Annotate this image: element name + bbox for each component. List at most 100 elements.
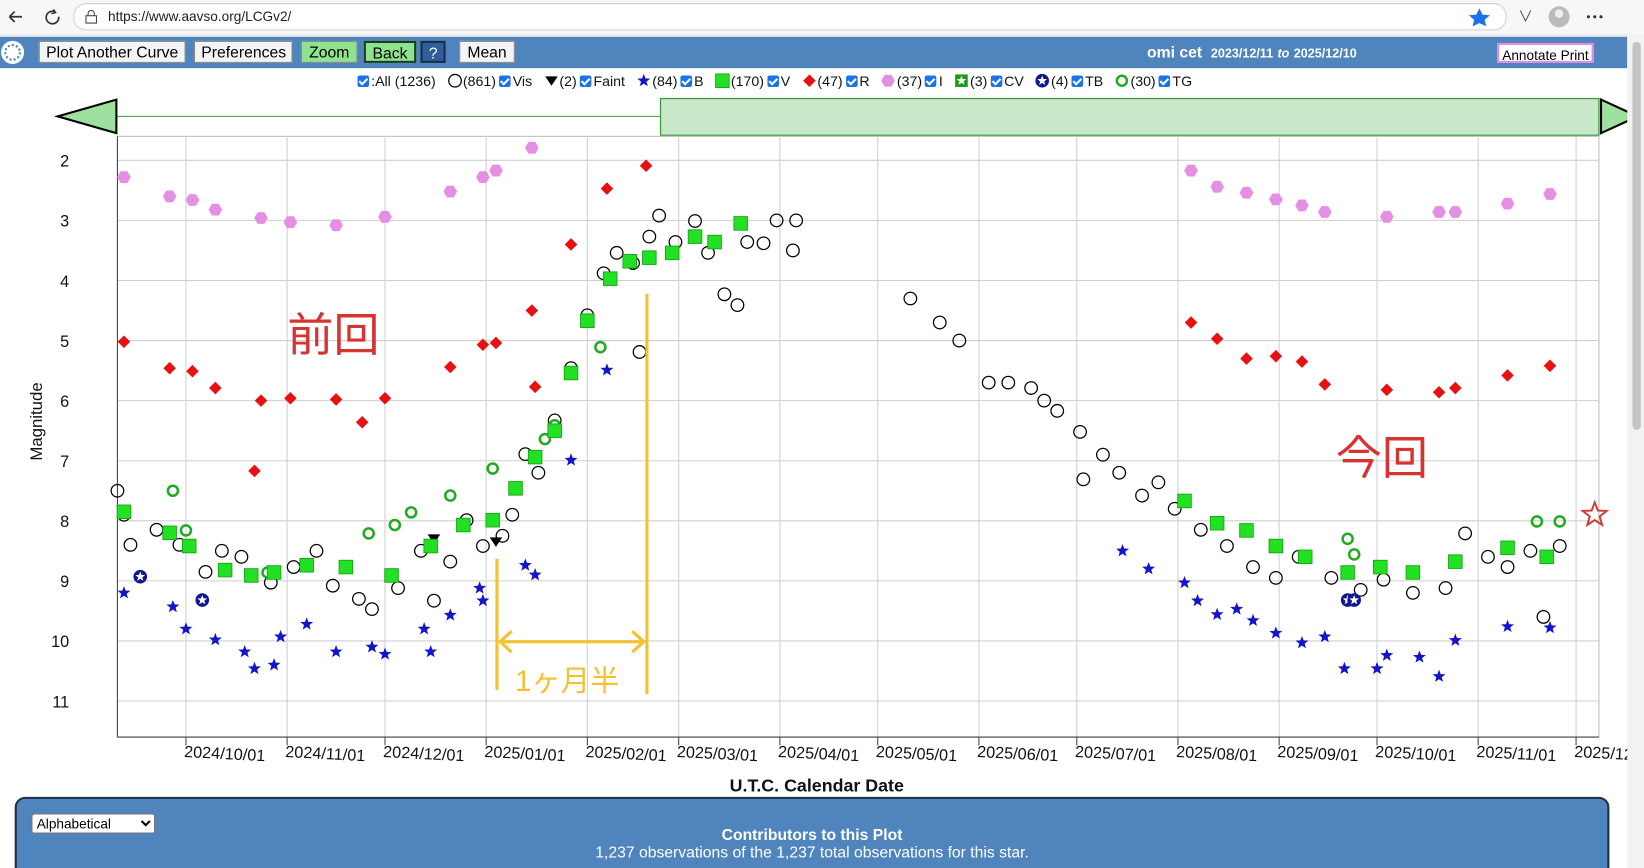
star-info: omi cet 2023/12/11 to 2025/12/10 [1147, 44, 1357, 62]
legend-count: (170) [730, 72, 764, 89]
x-tick-label: 2025/12/01 [1574, 743, 1644, 765]
r-point [476, 338, 490, 352]
faint-point [544, 76, 558, 86]
vis-point [234, 549, 249, 564]
b-point [637, 73, 651, 87]
y-tick-label: 10 [51, 633, 69, 651]
x-tick-label: 2025/05/01 [875, 743, 957, 765]
v-point [563, 365, 579, 381]
v-point [664, 245, 680, 261]
r-point [802, 74, 816, 88]
y-tick-label: 5 [60, 333, 69, 351]
b-point [248, 661, 261, 675]
checkbox[interactable] [767, 74, 779, 87]
vis-point [789, 213, 804, 228]
button[interactable]: Preferences [193, 40, 293, 63]
b-point [300, 617, 314, 630]
star-icon[interactable] [1464, 7, 1495, 27]
nav-icons[interactable] [4, 6, 67, 27]
r-point [1449, 381, 1462, 395]
v-point [485, 512, 500, 528]
vis-point [427, 593, 441, 608]
v-point [384, 568, 399, 583]
v-point [266, 565, 282, 580]
i-point [1432, 206, 1446, 218]
vis-point [1438, 581, 1453, 596]
v-point [299, 558, 314, 573]
r-point [1240, 352, 1253, 365]
legend-count: (84) [652, 72, 678, 89]
checkbox[interactable] [680, 74, 693, 87]
browser-bar: https://www.aavso.org/LCGv2/ [0, 0, 1644, 36]
legend-count: (4) [1051, 72, 1069, 89]
legend-name: Vis [512, 72, 533, 89]
scroll-thumb[interactable] [1632, 41, 1641, 430]
legend-icon [802, 74, 816, 88]
b-point [1230, 602, 1244, 615]
y-tick-label: 6 [60, 393, 69, 411]
vis-point [785, 243, 800, 258]
b-point [473, 581, 487, 594]
checkbox[interactable] [499, 74, 511, 87]
r-point [355, 415, 369, 429]
i-point [1239, 186, 1254, 199]
tb-point [1347, 593, 1361, 607]
x-tick-label: 2025/10/01 [1375, 743, 1457, 765]
v-point [243, 568, 259, 583]
tb-point [1035, 73, 1050, 88]
checkbox[interactable] [579, 74, 592, 87]
button[interactable]: Mean [459, 40, 515, 63]
vis-point [688, 214, 702, 228]
vis-point [365, 602, 379, 617]
vis-point [1523, 543, 1538, 558]
checkbox[interactable] [990, 74, 1003, 87]
vis-point [1001, 375, 1016, 390]
x-tick-label: 2025/09/01 [1277, 743, 1359, 765]
annotate-button[interactable]: Annotate Print [1497, 42, 1594, 63]
checkbox[interactable] [845, 74, 858, 87]
tg-point [179, 524, 193, 537]
url: https://www.aavso.org/LCGv2/ [107, 8, 292, 25]
checkbox[interactable] [925, 74, 937, 87]
vis-point [447, 73, 462, 88]
v-point [602, 271, 618, 286]
annotation: 前回 [287, 309, 379, 361]
legend-icon [955, 74, 968, 88]
y-tick-label: 9 [60, 573, 69, 591]
vis-point [110, 483, 125, 498]
b-point [1448, 633, 1462, 646]
checkbox[interactable] [1158, 74, 1171, 87]
vis-point [1073, 424, 1087, 439]
vis-point [1246, 560, 1260, 574]
tg-point [1530, 515, 1544, 528]
legend-name: I [938, 72, 943, 89]
address-bar[interactable]: https://www.aavso.org/LCGv2/ [73, 3, 1507, 31]
r-point [284, 391, 297, 405]
button[interactable]: ? [420, 40, 446, 63]
sort-select[interactable]: Alphabetical [31, 813, 156, 834]
tb-star [1037, 75, 1048, 85]
button[interactable]: Back [363, 40, 417, 63]
legend-name: V [780, 72, 791, 89]
legend-count: (2) [559, 72, 577, 89]
slider-handle-left [53, 98, 118, 135]
x-tick-label: 2025/04/01 [778, 743, 860, 765]
date-from: 2023/12/11 [1210, 46, 1274, 61]
button[interactable]: Zoom [300, 40, 358, 63]
tg-point [538, 432, 552, 446]
x-tick-label: 2024/12/01 [383, 743, 465, 765]
checkbox[interactable] [1071, 74, 1084, 87]
v-point [1239, 523, 1254, 538]
tg-point [486, 462, 499, 475]
b-point [238, 644, 252, 658]
checkbox[interactable] [357, 74, 370, 87]
v-point [687, 229, 703, 244]
i-point [1500, 197, 1515, 210]
x-tick-label: 2025/08/01 [1176, 743, 1258, 765]
x-tick-label: 2025/03/01 [676, 743, 758, 765]
i-point [1317, 206, 1332, 218]
button[interactable]: Plot Another Curve [38, 40, 186, 63]
v-point [715, 73, 730, 88]
browser-icons[interactable] [1510, 4, 1625, 29]
legend-count: (861) [462, 72, 496, 89]
